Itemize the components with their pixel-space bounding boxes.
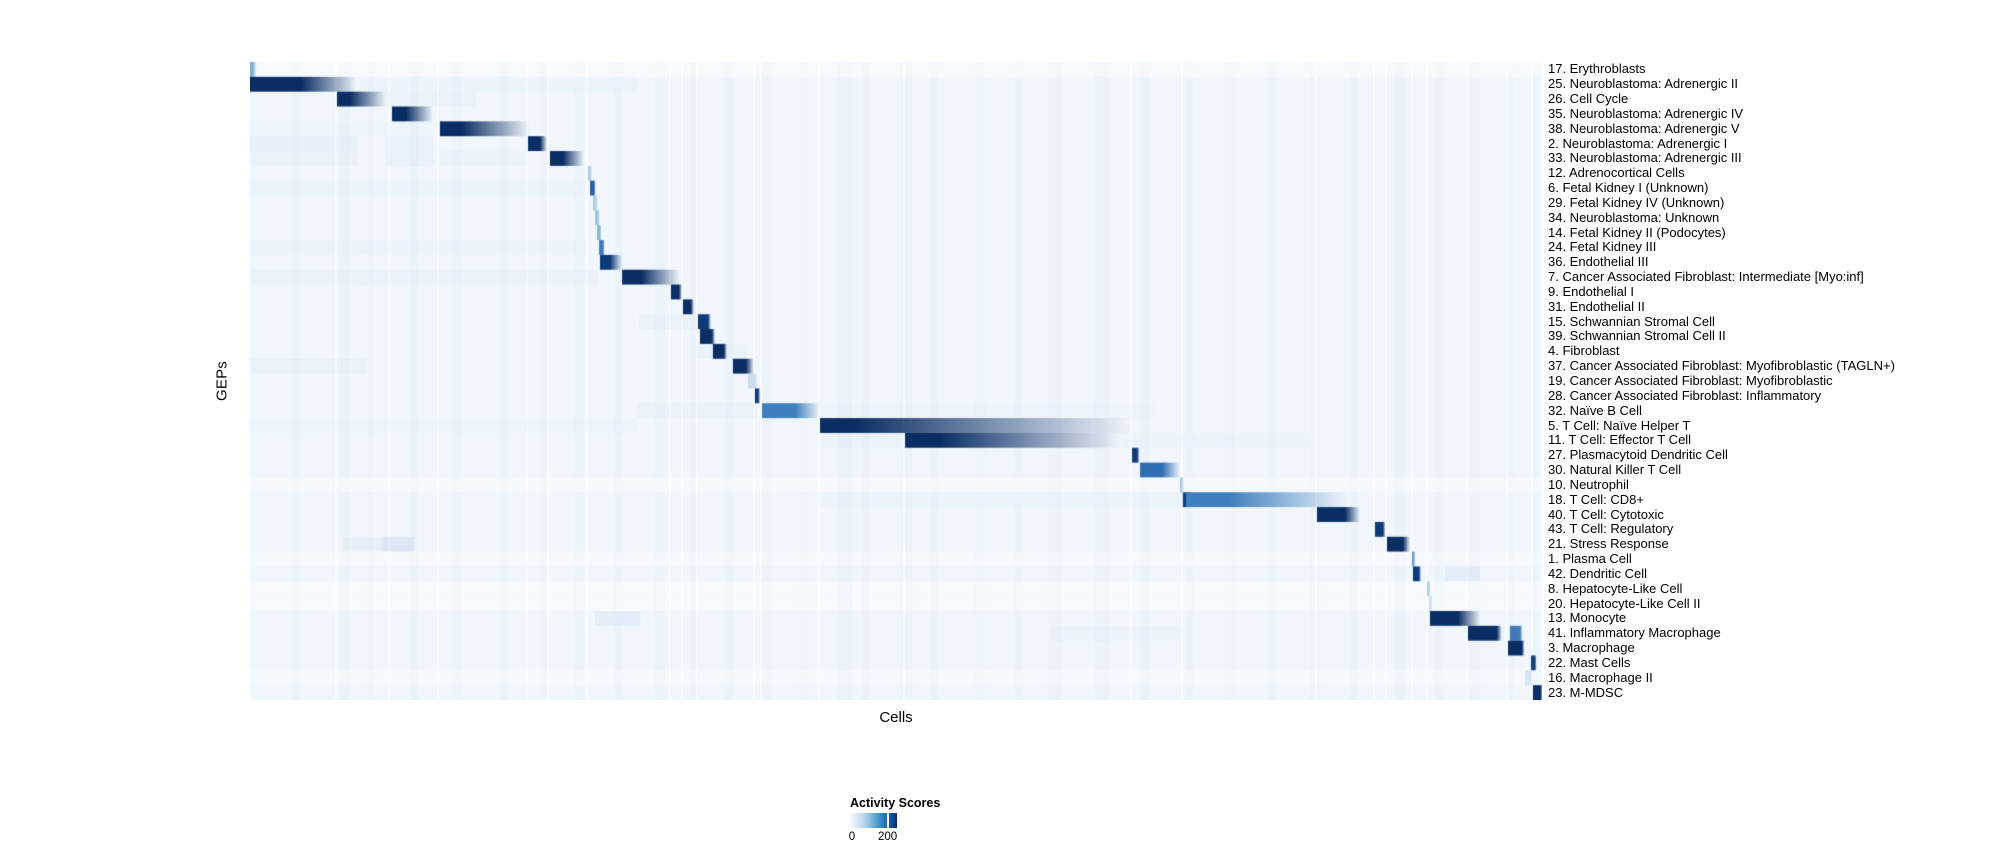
- row-label: 26. Cell Cycle: [1548, 91, 1629, 107]
- legend-title: Activity Scores: [850, 796, 941, 810]
- row-label: 8. Hepatocyte-Like Cell: [1548, 580, 1683, 596]
- row-label: 11. T Cell: Effector T Cell: [1548, 432, 1692, 448]
- row-label: 24. Fetal Kidney III: [1548, 239, 1657, 255]
- row-label: 21. Stress Response: [1548, 536, 1669, 552]
- row-label: 37. Cancer Associated Fibroblast: Myofib…: [1548, 358, 1895, 374]
- row-label: 9. Endothelial I: [1548, 283, 1635, 299]
- row-label: 41. Inflammatory Macrophage: [1548, 625, 1721, 641]
- row-label: 31. Endothelial II: [1548, 298, 1645, 314]
- row-label: 29. Fetal Kidney IV (Unknown): [1548, 194, 1725, 210]
- row-label: 20. Hepatocyte-Like Cell II: [1548, 595, 1701, 611]
- legend-max-label: 200: [878, 831, 898, 843]
- row-label: 18. T Cell: CD8+: [1548, 491, 1644, 507]
- heatmap-canvas: [250, 62, 1542, 700]
- row-label: 30. Natural Killer T Cell: [1548, 462, 1682, 478]
- row-label: 12. Adrenocortical Cells: [1548, 165, 1685, 181]
- row-label: 43. T Cell: Regulatory: [1548, 521, 1674, 537]
- row-labels: 17. Erythroblasts 25. Neuroblastoma: Adre…: [1548, 62, 2006, 700]
- row-label: 1. Plasma Cell: [1548, 551, 1632, 567]
- legend-tick-mark: [886, 813, 889, 828]
- row-label: 35. Neuroblastoma: Adrenergic IV: [1548, 105, 1744, 121]
- row-label: 32. Naïve B Cell: [1548, 402, 1642, 418]
- row-label: 16. Macrophage II: [1548, 669, 1653, 685]
- row-label: 33. Neuroblastoma: Adrenergic III: [1548, 150, 1742, 166]
- row-label: 34. Neuroblastoma: Unknown: [1548, 209, 1720, 225]
- row-label: 17. Erythroblasts: [1548, 61, 1646, 77]
- row-label: 14. Fetal Kidney II (Podocytes): [1548, 224, 1726, 240]
- row-label: 25. Neuroblastoma: Adrenergic II: [1548, 76, 1739, 92]
- row-label: 19. Cancer Associated Fibroblast: Myofib…: [1548, 373, 1833, 388]
- row-label: 4. Fibroblast: [1548, 343, 1620, 359]
- legend-tick-labels: 0 200: [848, 831, 910, 845]
- row-label: 15. Schwannian Stromal Cell: [1548, 313, 1715, 329]
- legend: Activity Scores 0 200: [848, 796, 1010, 848]
- row-label: 2. Neuroblastoma: Adrenergic I: [1548, 135, 1728, 151]
- row-label: 13. Monocyte: [1548, 610, 1627, 626]
- legend-gradient: [850, 813, 897, 828]
- row-label: 7. Cancer Associated Fibroblast: Interme…: [1548, 269, 1864, 285]
- row-label: 38. Neuroblastoma: Adrenergic V: [1548, 120, 1740, 136]
- row-label: 22. Mast Cells: [1548, 654, 1631, 670]
- row-label: 42. Dendritic Cell: [1548, 565, 1647, 581]
- row-label: 36. Endothelial III: [1548, 254, 1649, 270]
- row-label: 40. T Cell: Cytotoxic: [1548, 506, 1664, 522]
- row-label: 23. M-MDSC: [1548, 684, 1624, 700]
- row-label: 6. Fetal Kidney I (Unknown): [1548, 180, 1709, 196]
- y-axis-label: GEPs: [213, 361, 231, 401]
- row-label: 5. T Cell: Naïve Helper T: [1548, 417, 1691, 433]
- row-label: 10. Neutrophil: [1548, 476, 1629, 492]
- row-label: 28. Cancer Associated Fibroblast: Inflam…: [1548, 387, 1822, 403]
- legend-min-label: 0: [848, 831, 856, 843]
- row-label: 3. Macrophage: [1548, 640, 1635, 656]
- x-axis-label: Cells: [879, 709, 913, 726]
- row-label: 39. Schwannian Stromal Cell II: [1548, 328, 1726, 344]
- row-label: 27. Plasmacytoid Dendritic Cell: [1548, 447, 1728, 463]
